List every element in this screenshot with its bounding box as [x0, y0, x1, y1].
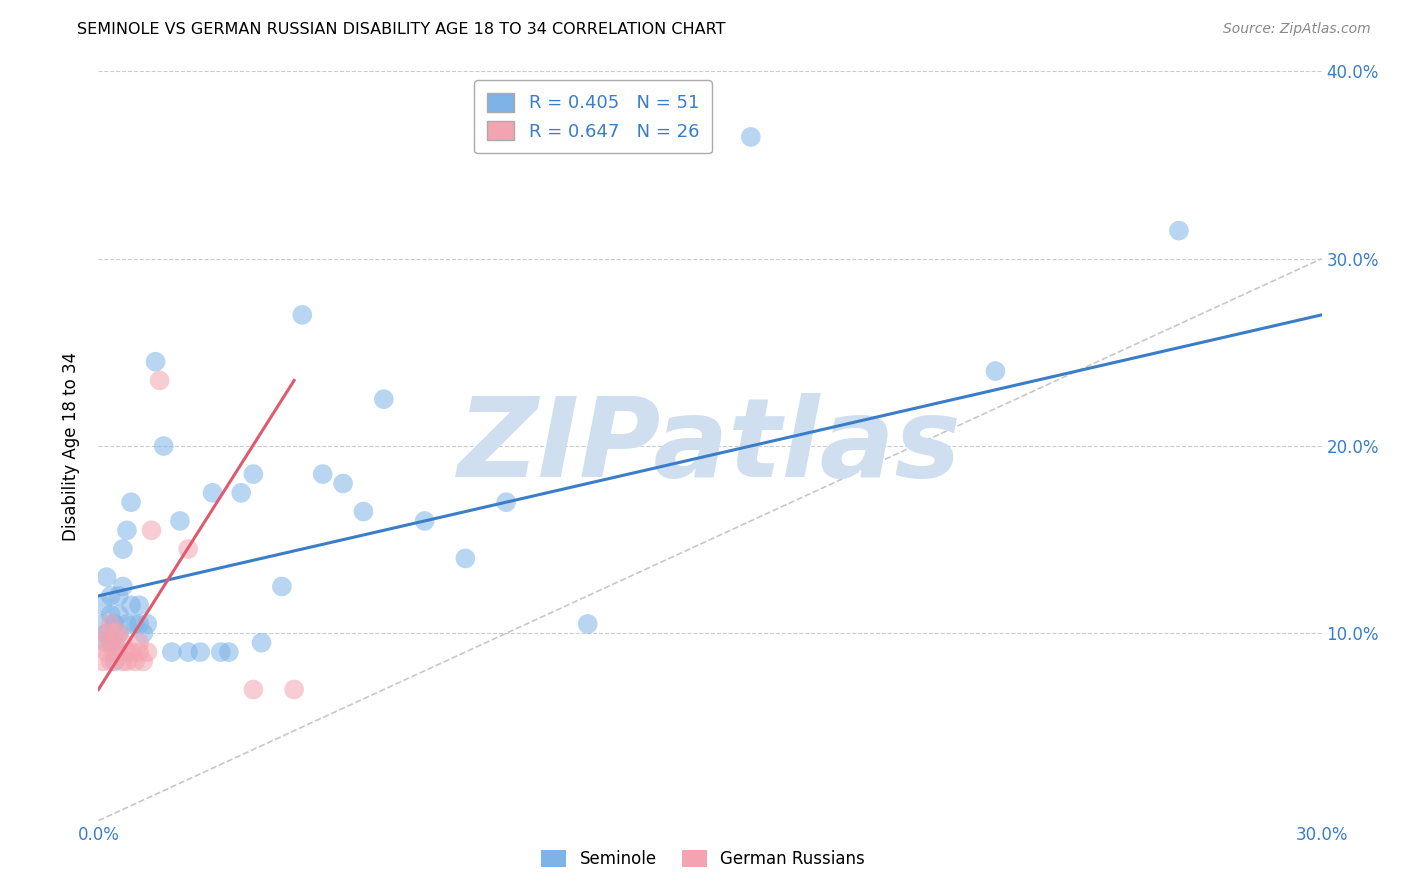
Point [120, 645, 142, 659]
Point [128, 635, 150, 649]
Point [108, 607, 131, 622]
Point [108, 589, 131, 603]
Point [1167, 223, 1189, 237]
Point [96, 626, 118, 640]
Point [169, 514, 191, 528]
Point [100, 607, 122, 622]
Point [413, 514, 436, 528]
Point [242, 682, 264, 697]
Point [111, 635, 134, 649]
Point [104, 617, 127, 632]
Point [115, 524, 138, 538]
Point [740, 130, 762, 145]
Point [332, 476, 354, 491]
Point [177, 542, 200, 557]
Point [96, 645, 118, 659]
Point [495, 495, 517, 509]
Point [115, 645, 138, 659]
Point [100, 589, 122, 603]
Point [128, 645, 150, 659]
Point [91, 635, 114, 649]
Point [250, 635, 273, 649]
Point [96, 635, 118, 649]
Point [270, 580, 294, 594]
Point [124, 655, 146, 669]
Point [111, 580, 134, 594]
Point [576, 617, 599, 632]
Point [291, 308, 314, 322]
Legend: Seminole, German Russians: Seminole, German Russians [534, 843, 872, 875]
Text: Source: ZipAtlas.com: Source: ZipAtlas.com [1223, 22, 1371, 37]
Point [100, 617, 122, 632]
Point [136, 617, 159, 632]
Point [100, 635, 122, 649]
Point [201, 486, 224, 500]
Point [91, 599, 114, 613]
Point [111, 655, 134, 669]
Point [108, 645, 131, 659]
Point [209, 645, 232, 659]
Point [454, 551, 477, 566]
Point [91, 655, 114, 669]
Point [96, 626, 118, 640]
Point [141, 524, 163, 538]
Point [108, 626, 131, 640]
Point [149, 374, 172, 388]
Point [108, 626, 131, 640]
Point [100, 655, 122, 669]
Point [104, 626, 127, 640]
Point [96, 570, 118, 584]
Point [115, 655, 138, 669]
Point [188, 645, 212, 659]
Point [115, 617, 138, 632]
Text: SEMINOLE VS GERMAN RUSSIAN DISABILITY AGE 18 TO 34 CORRELATION CHART: SEMINOLE VS GERMAN RUSSIAN DISABILITY AG… [77, 22, 725, 37]
Legend: R = 0.405   N = 51, R = 0.647   N = 26: R = 0.405 N = 51, R = 0.647 N = 26 [474, 80, 711, 153]
Point [312, 467, 335, 482]
Point [100, 635, 122, 649]
Point [231, 486, 253, 500]
Point [218, 645, 240, 659]
Point [145, 355, 167, 369]
Point [177, 645, 200, 659]
Point [984, 364, 1007, 378]
Point [104, 655, 127, 669]
Point [104, 635, 127, 649]
Point [111, 542, 134, 557]
Point [242, 467, 264, 482]
Point [91, 617, 114, 632]
Point [120, 495, 142, 509]
Point [104, 645, 127, 659]
Point [132, 655, 155, 669]
Point [128, 617, 150, 632]
Point [120, 599, 142, 613]
Point [136, 645, 159, 659]
Point [160, 645, 183, 659]
Y-axis label: Disability Age 18 to 34: Disability Age 18 to 34 [62, 351, 80, 541]
Point [124, 617, 146, 632]
Point [128, 599, 150, 613]
Point [679, 93, 702, 107]
Point [373, 392, 395, 407]
Point [152, 439, 174, 453]
Point [283, 682, 305, 697]
Text: ZIPatlas: ZIPatlas [458, 392, 962, 500]
Point [132, 626, 155, 640]
Point [352, 505, 374, 519]
